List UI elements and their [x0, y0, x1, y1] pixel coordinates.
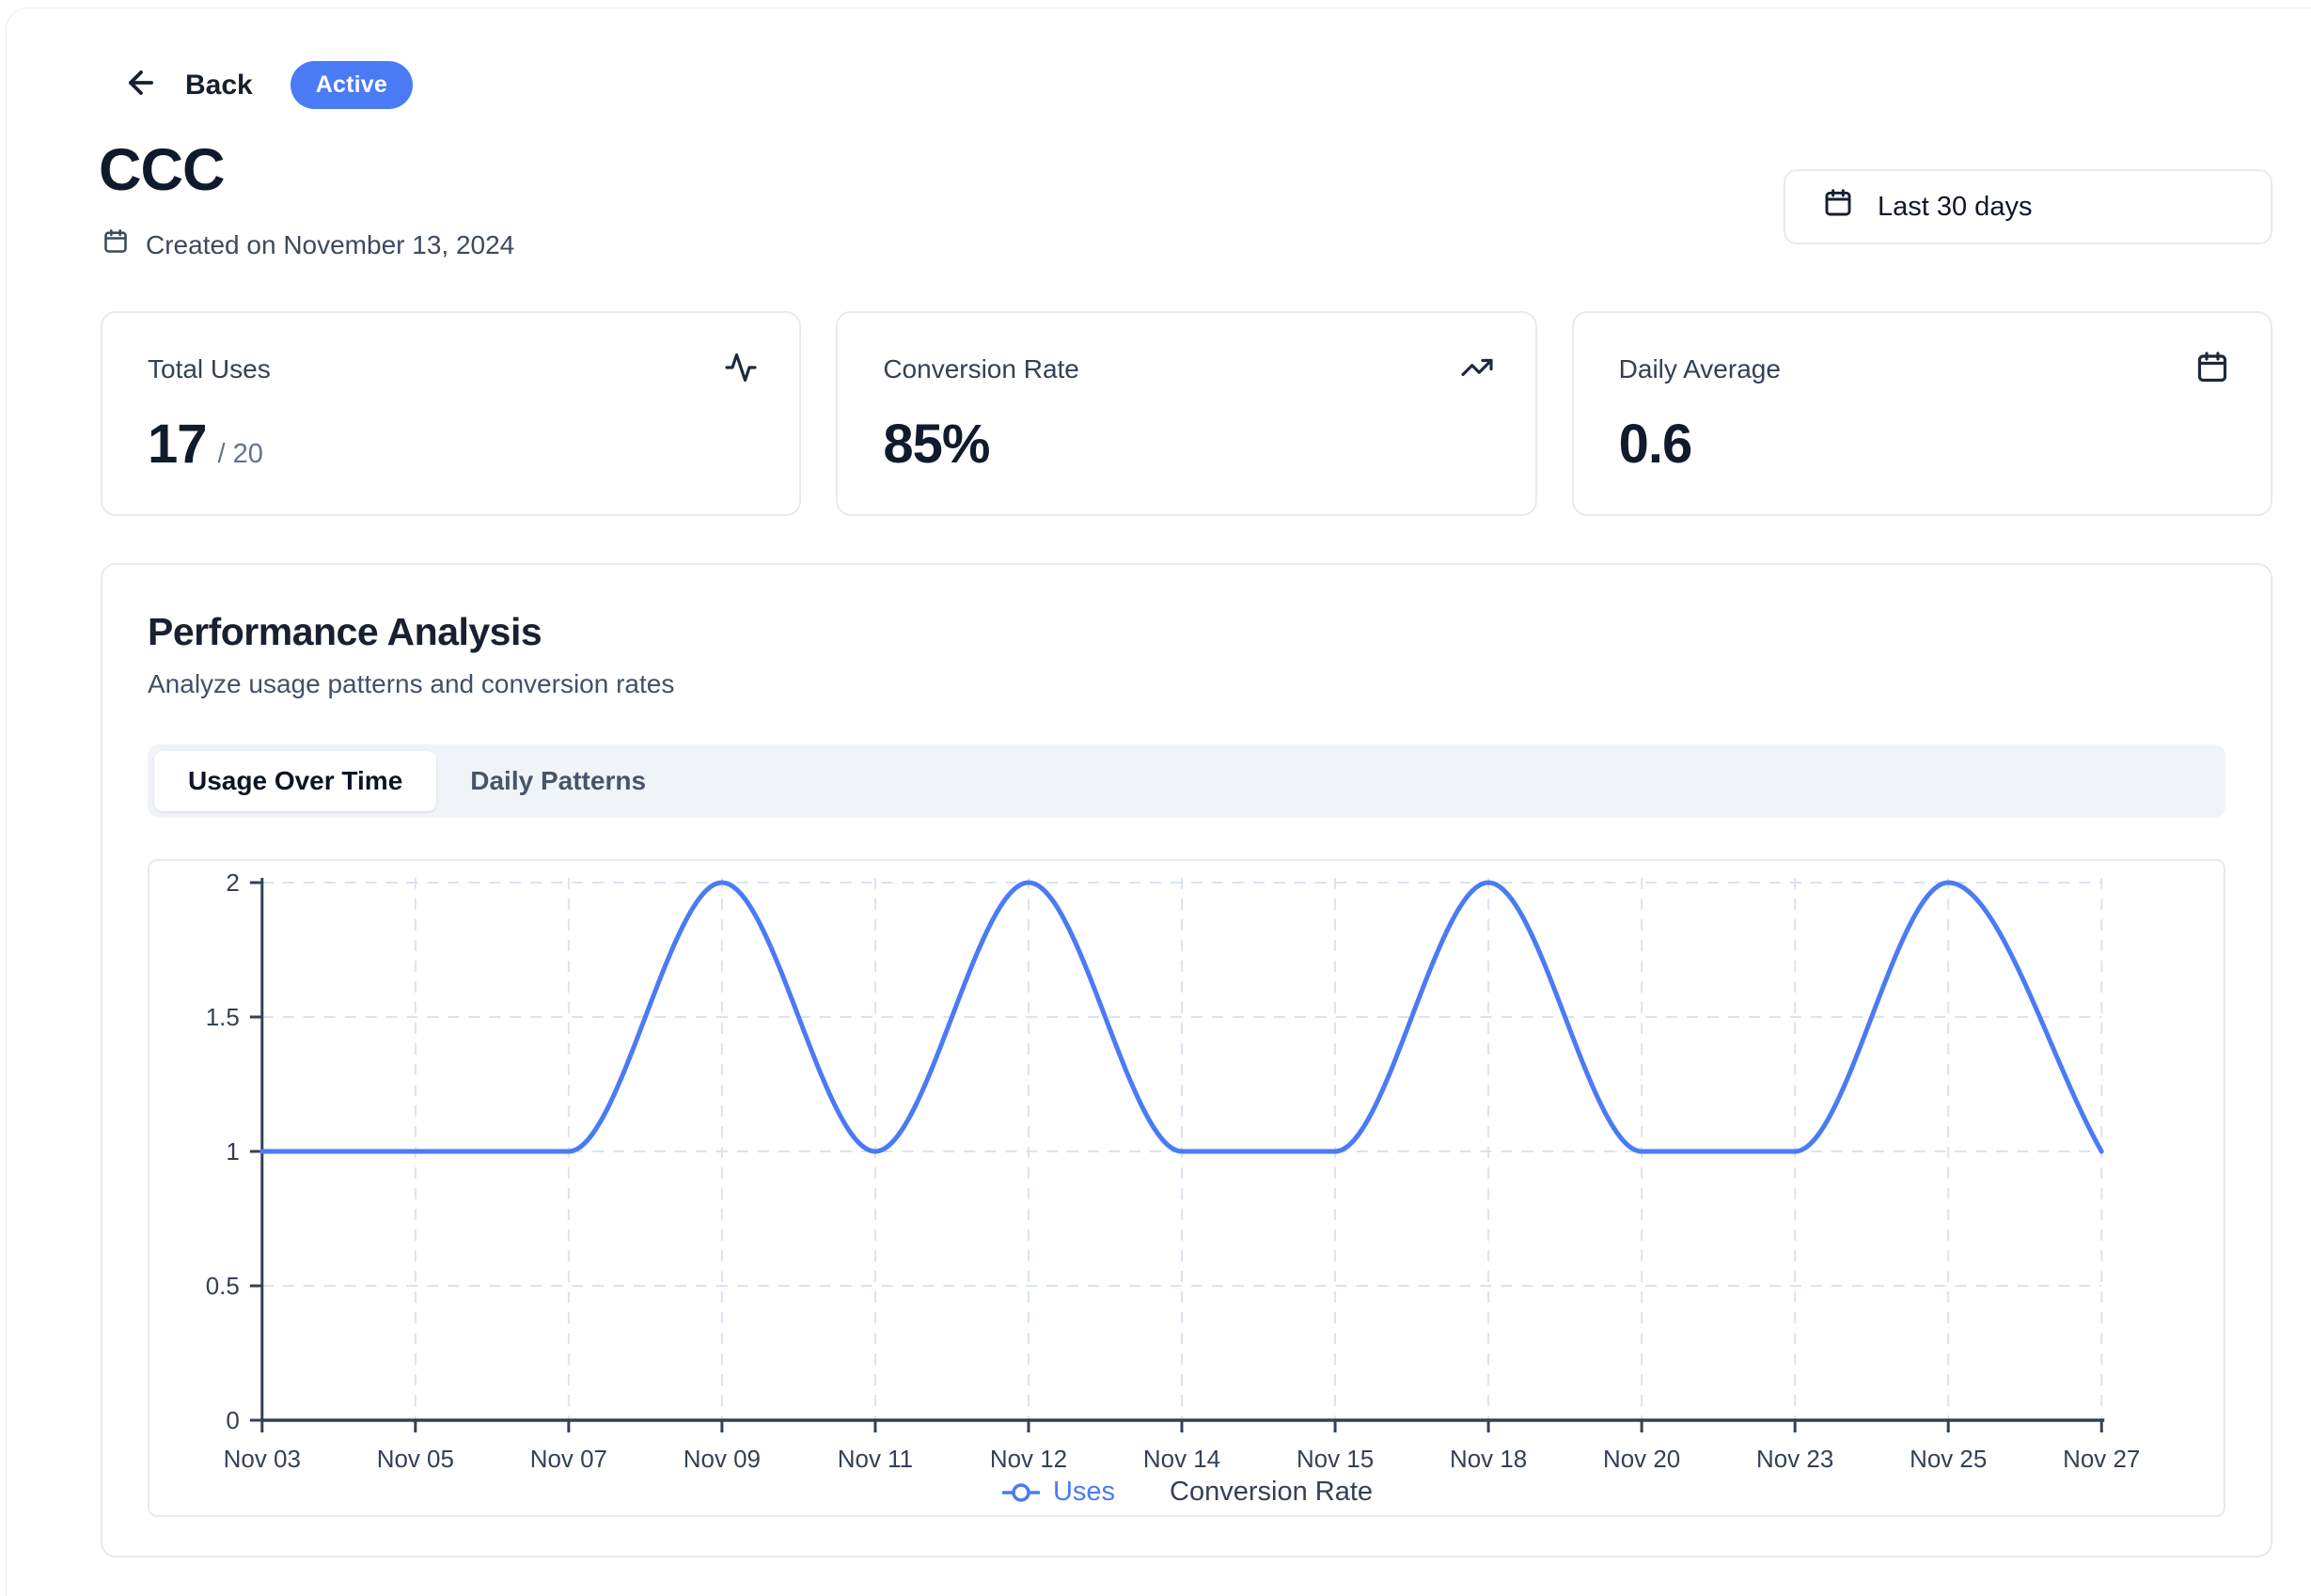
stat-label: Conversion Rate [883, 354, 1079, 383]
chart-legend: Uses Conversion Rate [149, 1477, 2224, 1508]
x-tick-label: Nov 03 [224, 1445, 301, 1473]
x-tick-label: Nov 12 [990, 1445, 1067, 1473]
stat-value-row: 85% [883, 413, 1489, 476]
stat-label: Daily Average [1618, 354, 1781, 383]
tab-usage-over-time[interactable]: Usage Over Time [154, 751, 437, 811]
x-tick-label: Nov 11 [838, 1445, 913, 1473]
calendar-icon [1823, 188, 1853, 226]
stat-card-total-uses: Total Uses 17 / 20 [101, 311, 802, 516]
stat-value-row: 17 / 20 [148, 413, 754, 476]
usage-chart-svg: 0 0.5 1 1.5 2 Nov 03 Nov 05 Nov 07 Nov 09 Nov 11 N… [206, 868, 2141, 1473]
x-tick-label: Nov 18 [1450, 1445, 1527, 1473]
stat-value: 17 [148, 414, 208, 475]
calendar-icon [102, 228, 129, 261]
x-tick-label: Nov 09 [684, 1445, 761, 1473]
analysis-tabbar: Usage Over Time Daily Patterns [148, 744, 2225, 818]
calendar-icon [2195, 351, 2229, 389]
status-badge: Active [290, 61, 413, 109]
created-on-text: Created on November 13, 2024 [146, 229, 515, 259]
x-tick-label: Nov 20 [1603, 1445, 1680, 1473]
back-label: Back [185, 69, 253, 101]
legend-line-marker-icon [1001, 1482, 1040, 1502]
page-title: CCC [99, 137, 225, 203]
stat-label: Total Uses [148, 354, 271, 383]
y-tick-label: 2 [226, 868, 239, 897]
series-line-uses [259, 880, 2104, 1154]
x-tick-label: Nov 14 [1143, 1445, 1220, 1473]
page-card: Back Active CCC Created on November 13, … [6, 8, 2311, 1596]
analysis-subtitle: Analyze usage patterns and conversion ra… [148, 669, 675, 698]
back-button[interactable]: Back [123, 65, 253, 105]
activity-icon [724, 351, 758, 389]
y-tick-label: 0.5 [206, 1272, 240, 1300]
created-on-row: Created on November 13, 2024 [102, 228, 514, 261]
x-tick-label: Nov 07 [530, 1445, 607, 1473]
x-tick-label: Nov 25 [1910, 1445, 1987, 1473]
stat-value: 0.6 [1618, 414, 1693, 475]
arrow-left-icon [123, 65, 159, 105]
legend-item-conversion-rate[interactable]: Conversion Rate [1170, 1477, 1373, 1508]
performance-analysis-card: Performance Analysis Analyze usage patte… [101, 563, 2272, 1557]
stat-value: 85% [883, 414, 990, 475]
x-tick-label: Nov 27 [2063, 1445, 2140, 1473]
stat-card-conversion-rate: Conversion Rate 85% [836, 311, 1537, 516]
tab-daily-patterns[interactable]: Daily Patterns [436, 751, 680, 811]
stat-value-row: 0.6 [1619, 413, 2225, 476]
trending-up-icon [1460, 351, 1494, 389]
y-tick-label: 1.5 [206, 1003, 240, 1031]
x-tick-label: Nov 15 [1297, 1445, 1374, 1473]
stat-card-daily-average: Daily Average 0.6 [1571, 311, 2272, 516]
date-range-button[interactable]: Last 30 days [1784, 169, 2272, 244]
x-tick-label: Nov 23 [1756, 1445, 1833, 1473]
legend-label: Uses [1052, 1477, 1116, 1507]
chart-container: 0 0.5 1 1.5 2 Nov 03 Nov 05 Nov 07 Nov 09 Nov 11 N… [148, 859, 2225, 1517]
header-row: Back Active [123, 61, 413, 109]
legend-label: Conversion Rate [1170, 1477, 1374, 1507]
x-tick-label: Nov 05 [377, 1445, 454, 1473]
analysis-title: Performance Analysis [148, 610, 542, 653]
date-range-label: Last 30 days [1878, 191, 2033, 222]
y-tick-label: 0 [226, 1406, 239, 1434]
legend-item-uses[interactable]: Uses [1000, 1477, 1115, 1508]
y-tick-label: 1 [226, 1137, 239, 1166]
stats-row: Total Uses 17 / 20 Conversion Rate 85% [101, 311, 2272, 516]
stat-value-suffix: / 20 [217, 439, 263, 469]
